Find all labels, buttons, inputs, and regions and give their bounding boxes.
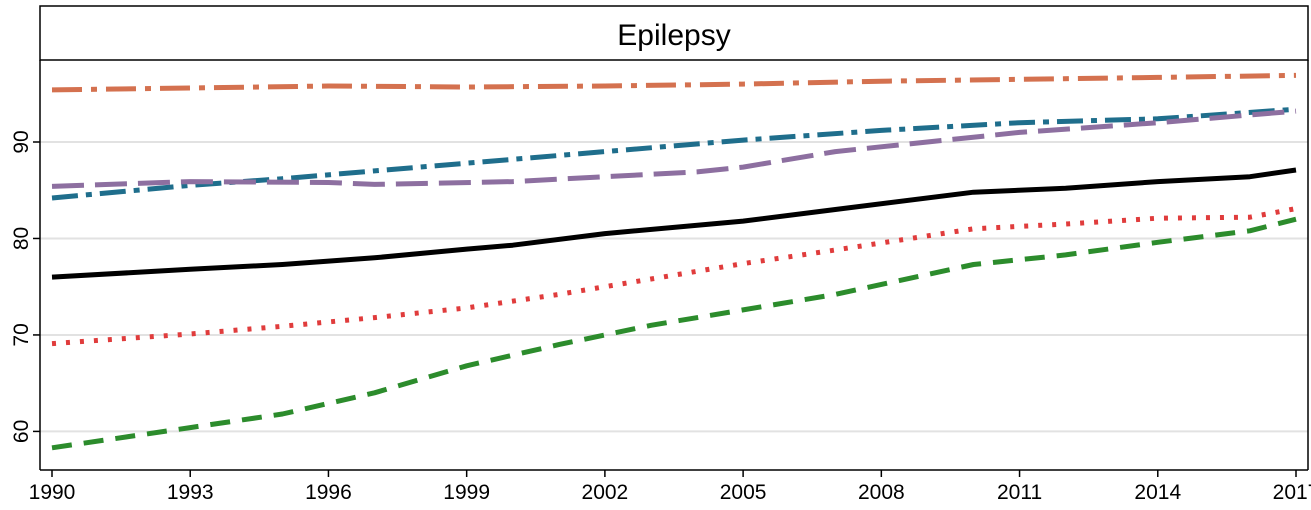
y-tick-label: 80 [10,227,33,250]
x-tick-label: 1990 [29,481,76,504]
series-line-1 [52,75,1296,90]
series-line-6 [52,219,1296,448]
x-tick-label: 2017 [1273,481,1311,504]
x-tick-label: 1999 [443,481,490,504]
y-tick-label: 70 [10,323,33,346]
x-tick-label: 2011 [997,481,1042,504]
x-tick-label: 2008 [858,481,905,504]
series-group [52,75,1296,447]
x-tick-label: 1993 [167,481,214,504]
title-strip: Epilepsy [40,6,1308,60]
x-tick-label: 2005 [720,481,767,504]
chart-title: Epilepsy [617,19,730,52]
x-tick-label: 2002 [582,481,629,504]
y-tick-label: 90 [10,130,33,153]
axes: 60 70 80 90 1990 1993 1996 1999 2002 2005 2008 2011… [10,60,1311,504]
y-tick-label: 60 [10,420,33,443]
x-tick-label: 2014 [1134,481,1181,504]
x-tick-label: 1996 [305,481,352,504]
